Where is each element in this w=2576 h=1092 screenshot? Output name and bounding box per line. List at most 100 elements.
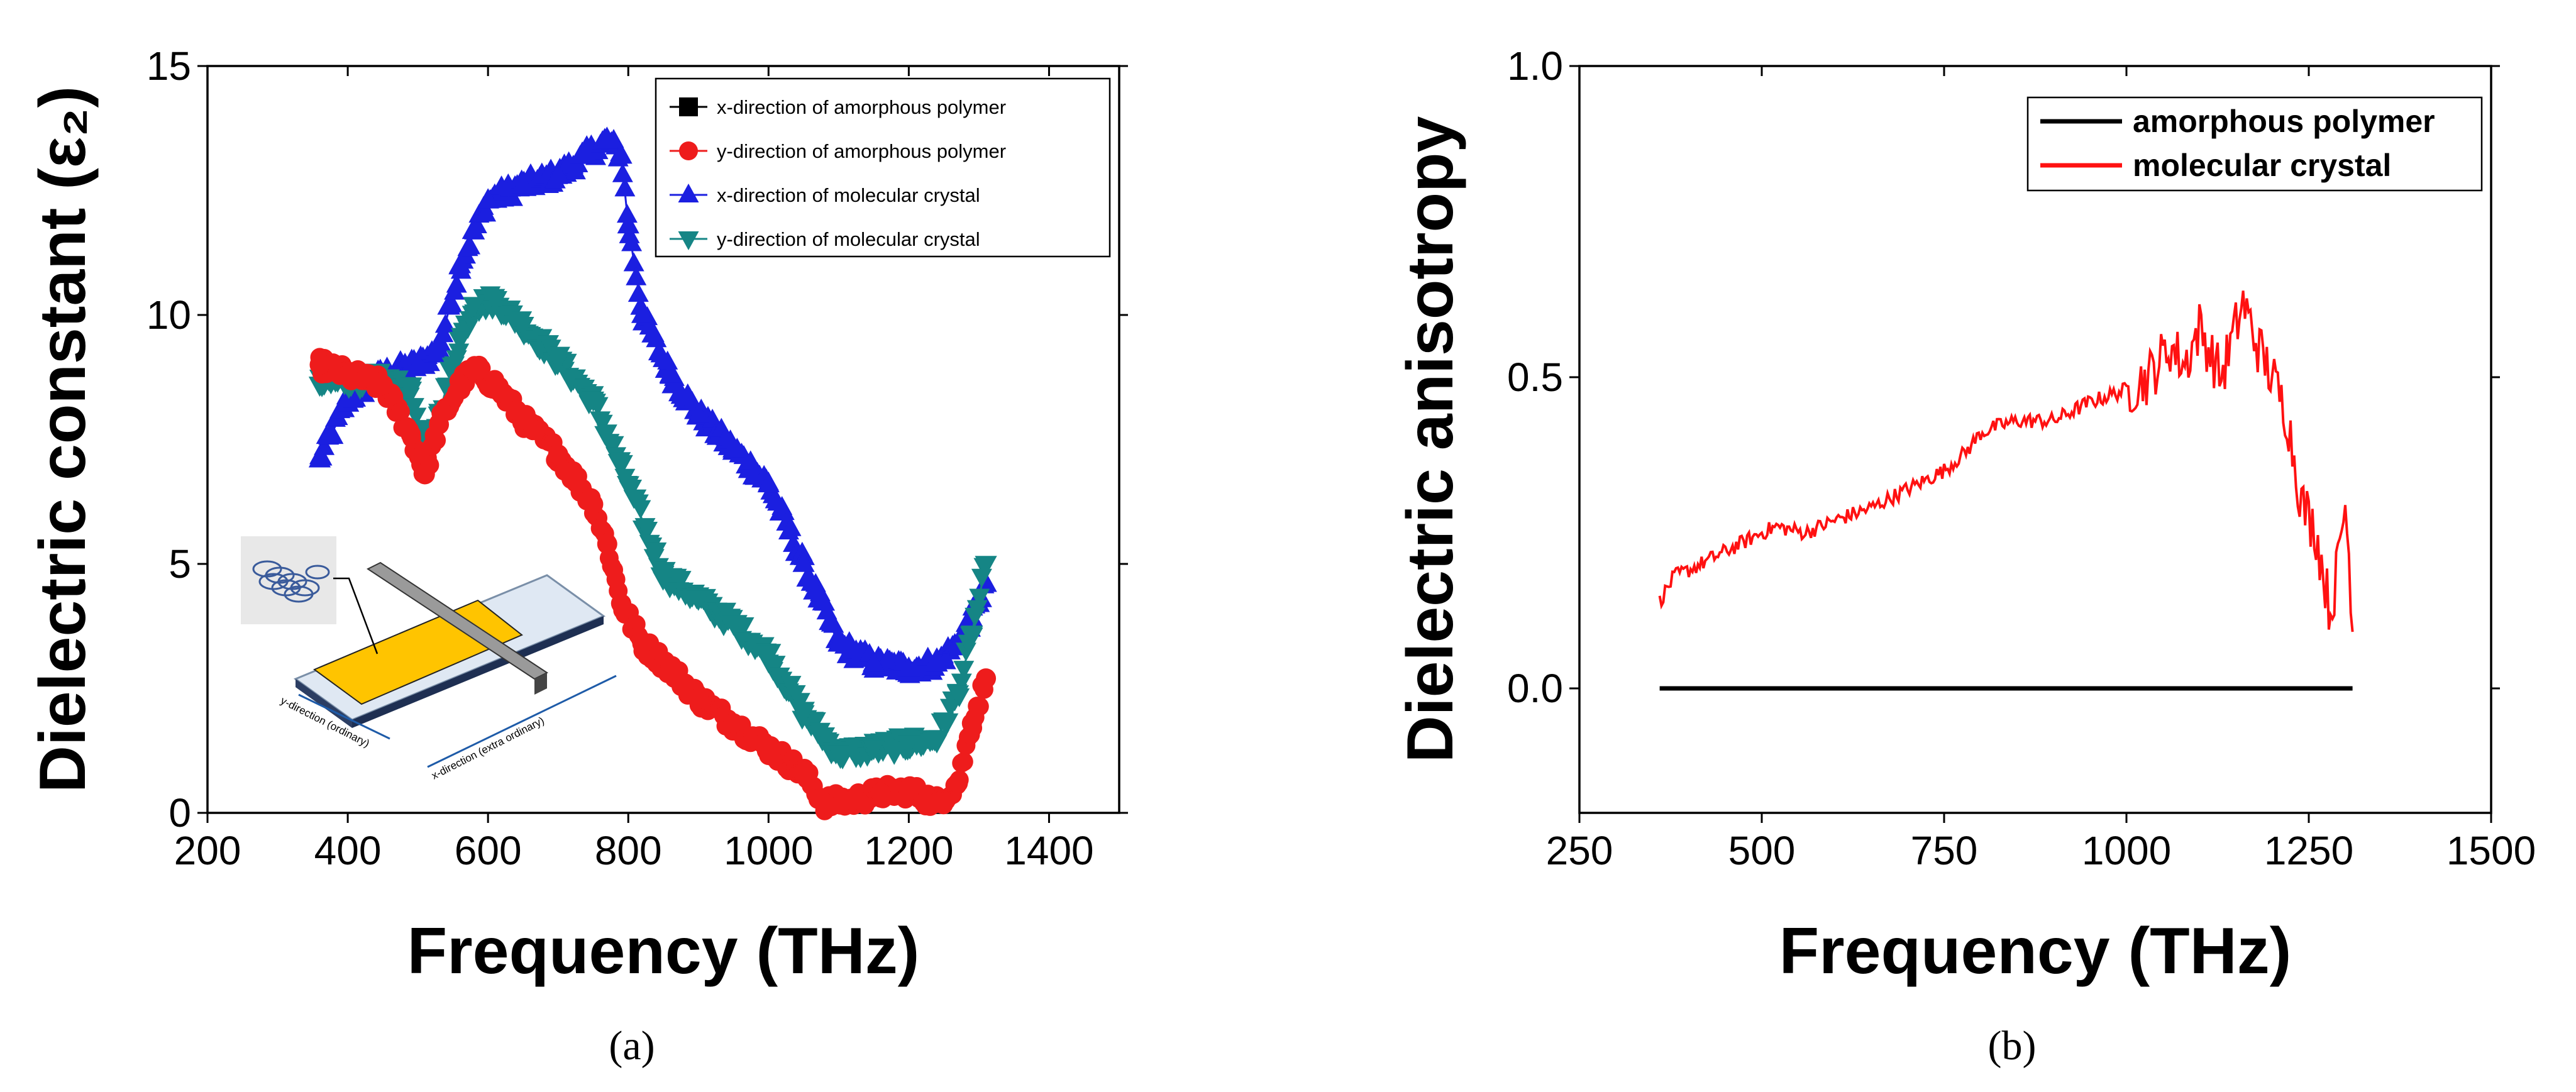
series-marker [627, 283, 649, 302]
legend-entry: y-direction of amorphous polymer [670, 140, 1006, 162]
series-marker [406, 407, 427, 427]
data-point [961, 626, 983, 646]
series-marker [460, 235, 481, 255]
data-point [631, 302, 654, 323]
substrate-edge-2 [352, 616, 604, 728]
panel-a-y-tick-label: 15 [146, 43, 191, 89]
panel-b-x-axis-title: Frequency (THz) [1779, 915, 2292, 988]
data-point [450, 374, 470, 395]
data-point [758, 738, 779, 759]
panel-a-x-tick-label: 400 [314, 828, 382, 873]
data-point [827, 745, 850, 766]
series-marker [612, 455, 633, 474]
data-point [428, 338, 450, 358]
panel-a-y-tick-label: 5 [169, 541, 191, 587]
data-point [926, 651, 948, 672]
series-marker [953, 661, 975, 680]
series-marker [805, 712, 826, 732]
data-point [448, 253, 472, 273]
y-direction-arrow [298, 693, 390, 740]
data-point [660, 658, 681, 679]
legend-label: amorphous polymer [2133, 104, 2435, 139]
panel-b-y-tick-label: 1.0 [1507, 43, 1563, 89]
series-marker [614, 177, 636, 197]
legend-entry: amorphous polymer [2040, 104, 2435, 139]
panel-a-y-axis-title: Dielectric constant (ε₂) [26, 86, 99, 793]
data-point [512, 409, 533, 430]
data-point [548, 444, 568, 465]
panel-b-ticks: 250 500 750 1000 1250 1500 0.0 0.5 1.0 [1507, 43, 2536, 873]
series-marker [969, 588, 990, 608]
data-point [946, 685, 970, 706]
data-point [827, 631, 850, 652]
x-direction-label: x-direction (extra ordinary) [429, 715, 546, 782]
series-y-direction-of-amorphous-polymer [309, 348, 997, 820]
series-marker [623, 252, 644, 272]
legend-box [2026, 96, 2483, 192]
data-point [336, 387, 359, 408]
panel-a-x-tick-label: 200 [174, 828, 241, 873]
panel-b-x-tick-label: 250 [1546, 828, 1613, 873]
legend-entry: x-direction of molecular crystal [670, 184, 980, 206]
series-x-direction-of-molecular-crystal [308, 126, 997, 683]
panel-a-ticks: 200 400 600 800 1000 1200 1400 0 5 10 15 [146, 43, 1128, 873]
legend-marker [678, 184, 699, 202]
panel-a-y-tick-label: 10 [146, 292, 191, 338]
series-marker [621, 232, 643, 251]
data-point [632, 633, 653, 654]
series-marker [937, 713, 959, 732]
panel-a-x-tick-label: 1200 [864, 828, 953, 873]
series-marker [780, 517, 802, 536]
data-point [399, 382, 423, 402]
panel-a-plot-frame [206, 65, 1120, 814]
panel-b-plot-frame [1578, 65, 2492, 814]
panel-a-x-tick-label: 1000 [724, 828, 813, 873]
data-point [372, 374, 393, 395]
panel-a: 200 400 600 800 1000 1200 1400 0 5 10 15 [26, 43, 1128, 1069]
series-marker [637, 521, 658, 541]
data-point [814, 793, 835, 813]
data-point [512, 173, 534, 194]
series-marker [475, 202, 497, 222]
data-point [927, 793, 947, 813]
data-point [898, 780, 919, 801]
series-marker [603, 436, 624, 455]
legend-label: x-direction of amorphous polymer [717, 96, 1006, 118]
data-point [309, 355, 330, 375]
panel-b-x-tick-label: 1000 [2082, 828, 2171, 873]
data-point [547, 163, 570, 184]
panel-b-x-tick-label: 500 [1728, 828, 1796, 873]
panel-a-caption: (a) [609, 1023, 655, 1069]
legend-label: y-direction of amorphous polymer [717, 140, 1006, 162]
series-marker [466, 214, 487, 233]
series-marker [773, 501, 795, 521]
data-point [926, 730, 948, 751]
x-direction-arrow [427, 675, 617, 768]
data-point [722, 437, 745, 458]
series-marker [446, 273, 467, 293]
series-marker [592, 414, 613, 434]
panel-b: 250 500 750 1000 1250 1500 0.0 0.5 1.0 amorphous… [1394, 43, 2536, 1069]
panel-a-x-tick-label: 1400 [1004, 828, 1093, 873]
legend-box [655, 77, 1111, 258]
data-point [792, 551, 815, 572]
series-marker [740, 450, 761, 470]
series-marker [441, 294, 463, 313]
legend-label: x-direction of molecular crystal [717, 184, 980, 206]
data-point [870, 783, 891, 803]
legend-marker [679, 141, 698, 160]
data-point [687, 402, 710, 423]
data-point [948, 773, 968, 793]
data-point [897, 656, 920, 677]
series-marker [657, 350, 678, 370]
data-point [975, 556, 997, 576]
series-marker [670, 571, 692, 590]
data-point [484, 292, 506, 312]
series-marker [612, 163, 633, 182]
data-point [897, 735, 920, 756]
series-marker [954, 752, 973, 771]
series-marker [630, 500, 651, 519]
panel-b-x-tick-label: 1500 [2446, 828, 2536, 873]
data-point [582, 391, 605, 412]
